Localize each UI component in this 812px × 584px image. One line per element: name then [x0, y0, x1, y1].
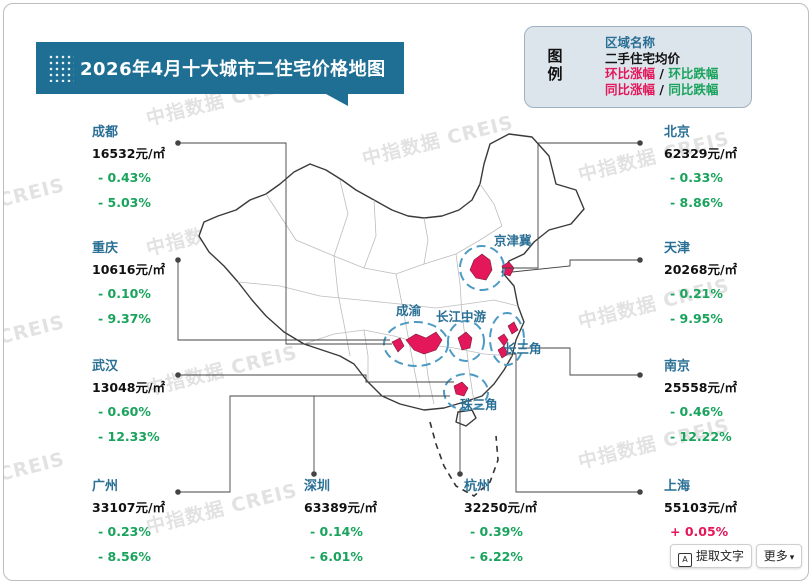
- city-chengdu: 成都 16532元/㎡ - 0.43% - 5.03%: [92, 124, 165, 213]
- region-label-csj: 长三角: [504, 341, 542, 356]
- city-yoy: - 5.03%: [98, 195, 151, 210]
- city-yoy: - 8.56%: [98, 549, 151, 564]
- city-yoy: - 12.33%: [98, 429, 160, 444]
- city-name: 上海: [664, 479, 691, 494]
- city-price: 62329元/㎡: [664, 146, 738, 161]
- city-price: 20268元/㎡: [664, 262, 738, 277]
- leader-dots: [175, 140, 643, 495]
- city-mom: - 0.14%: [310, 524, 363, 539]
- city-price: 33107元/㎡: [92, 500, 166, 515]
- city-chongqing: 重庆 10616元/㎡ - 0.10% - 9.37%: [92, 240, 165, 329]
- city-price: 13048元/㎡: [92, 380, 166, 395]
- city-mom: - 0.10%: [98, 286, 151, 301]
- page-title: 2026年4月十大城市二住宅价格地图: [80, 59, 386, 80]
- leader-lines: [177, 142, 640, 493]
- city-name: 重庆: [92, 241, 119, 256]
- city-mom: - 0.23%: [98, 524, 151, 539]
- legend-region-name: 区域名称: [605, 35, 656, 50]
- city-name: 天津: [664, 241, 691, 256]
- city-price: 16532元/㎡: [92, 146, 166, 161]
- province-borders: [237, 179, 519, 405]
- city-nanjing: 南京 25558元/㎡ - 0.46% - 12.22%: [664, 358, 737, 447]
- region-label-cy: 成渝: [396, 303, 422, 318]
- city-guangzhou: 广州 33107元/㎡ - 0.23% - 8.56%: [92, 478, 165, 567]
- title-banner: 2026年4月十大城市二住宅价格地图: [36, 42, 404, 94]
- text-extract-icon: A: [678, 553, 692, 567]
- city-yoy: - 6.22%: [470, 549, 523, 564]
- city-mom: - 0.33%: [670, 170, 723, 185]
- city-yoy: - 8.86%: [670, 195, 723, 210]
- city-name: 南京: [664, 359, 691, 374]
- city-mom: - 0.21%: [670, 286, 723, 301]
- china-map: [175, 133, 643, 497]
- city-name: 武汉: [92, 359, 119, 374]
- city-hangzhou: 杭州 32250元/㎡ - 0.39% - 6.22%: [464, 478, 537, 567]
- city-yoy: - 9.37%: [98, 311, 151, 326]
- city-mom: - 0.60%: [98, 404, 151, 419]
- city-mom: - 0.43%: [98, 170, 151, 185]
- city-yoy: - 9.95%: [670, 311, 723, 326]
- city-name: 成都: [92, 125, 119, 140]
- city-mom: + 0.05%: [670, 524, 729, 539]
- legend-tag: 图例: [547, 47, 563, 83]
- city-beijing: 北京 62329元/㎡ - 0.33% - 8.86%: [664, 124, 737, 213]
- map-frame: 中指数据 CREIS 中指数据 CREIS 中指数据 CREIS CREIS 中…: [3, 3, 809, 581]
- city-price: 63389元/㎡: [304, 500, 378, 515]
- more-button[interactable]: 更多 ▾: [756, 544, 802, 568]
- city-price: 25558元/㎡: [664, 380, 738, 395]
- legend-lines: 区域名称 二手住宅均价 环比涨幅 / 环比跌幅 同比涨幅 / 同比跌幅: [605, 35, 718, 97]
- country-outline: [198, 133, 585, 427]
- city-mom: - 0.46%: [670, 404, 723, 419]
- city-yoy: - 12.22%: [670, 429, 732, 444]
- city-shenzhen: 深圳 63389元/㎡ - 0.14% - 6.01%: [304, 478, 377, 567]
- city-price: 32250元/㎡: [464, 500, 538, 515]
- region-label-cj: 长江中游: [436, 309, 487, 324]
- city-name: 杭州: [464, 479, 491, 494]
- region-label-jjj: 京津冀: [494, 233, 532, 248]
- extract-text-label: 提取文字: [696, 549, 745, 563]
- city-wuhan: 武汉 13048元/㎡ - 0.60% - 12.33%: [92, 358, 165, 447]
- south-sea-dashes: [429, 421, 499, 497]
- extract-text-button[interactable]: A 提取文字: [670, 544, 752, 568]
- city-name: 深圳: [304, 479, 331, 494]
- legend-avg-price: 二手住宅均价: [605, 50, 681, 66]
- legend-tb: 同比涨幅 / 同比跌幅: [605, 81, 719, 97]
- city-price: 55103元/㎡: [664, 500, 738, 515]
- title-banner-tail: [326, 94, 348, 106]
- legend-box: 图例 区域名称 二手住宅均价 环比涨幅 / 环比跌幅 同比涨幅 / 同比跌幅: [524, 26, 752, 108]
- city-shanghai: 上海 55103元/㎡ + 0.05%: [664, 478, 737, 542]
- city-tianjin: 天津 20268元/㎡ - 0.21% - 9.95%: [664, 240, 737, 329]
- legend-hb: 环比涨幅 / 环比跌幅: [605, 66, 719, 81]
- more-label: 更多: [763, 549, 788, 563]
- city-yoy: - 6.01%: [310, 549, 363, 564]
- region-label-zsj: 珠三角: [460, 397, 498, 412]
- city-price: 10616元/㎡: [92, 262, 166, 277]
- city-mom: - 0.39%: [470, 524, 523, 539]
- chevron-down-icon: ▾: [789, 553, 795, 563]
- city-name: 广州: [92, 479, 119, 494]
- dot-grid-icon: [48, 54, 74, 82]
- city-name: 北京: [664, 125, 691, 140]
